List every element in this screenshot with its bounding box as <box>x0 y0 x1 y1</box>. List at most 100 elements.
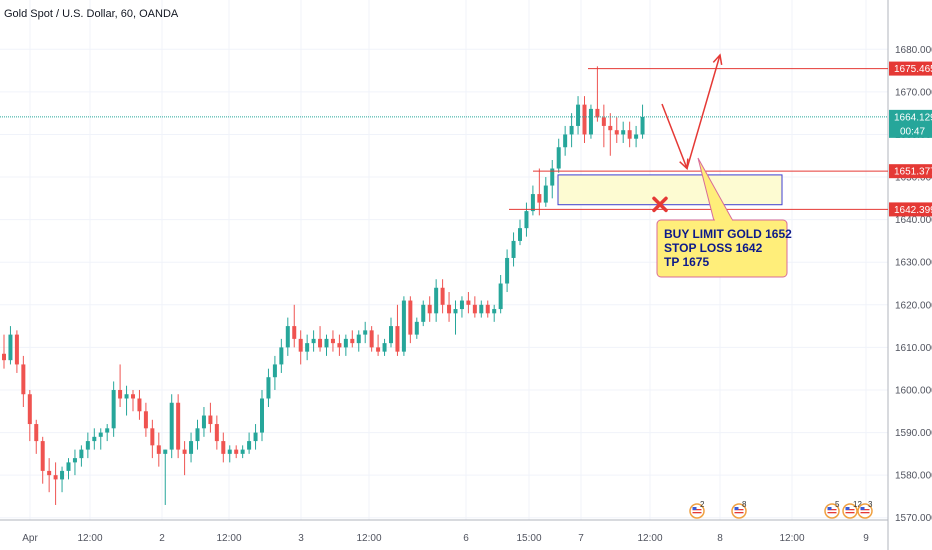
candle <box>498 274 503 314</box>
time-axis[interactable]: Apr 12:00 2 12:00 3 12:00 6 15:00 7 12:00 8 12:00 9 <box>22 533 869 544</box>
candle-body <box>627 130 632 139</box>
event-badge[interactable]: 8 <box>731 500 747 519</box>
candle-body <box>518 228 522 241</box>
price-tick-label: 1600.000 <box>895 385 932 396</box>
price-axis[interactable]: 1570.000 1580.000 1590.000 1600.000 1610.000… <box>889 45 932 524</box>
event-badge[interactable]: 12 <box>842 500 862 519</box>
stop-loss-x-marker <box>652 196 668 213</box>
candle-body <box>60 470 65 480</box>
candle-body <box>601 117 606 126</box>
candle-body <box>182 449 187 454</box>
candle <box>621 121 626 143</box>
candle <box>34 419 39 454</box>
candle <box>182 441 187 476</box>
candle <box>195 419 200 450</box>
candle-body <box>40 441 45 471</box>
candle <box>492 304 497 322</box>
event-badge[interactable]: 2 <box>689 500 705 519</box>
buy-zone-rect <box>557 174 783 206</box>
price-tick-label: 1580.000 <box>895 471 932 482</box>
buy-zone <box>557 174 783 206</box>
candle-body <box>98 432 103 437</box>
candle-body <box>2 353 6 361</box>
candle-body <box>247 441 252 450</box>
candle-body <box>492 309 497 314</box>
event-count: 8 <box>742 500 747 509</box>
candle <box>343 334 348 356</box>
candle-body <box>279 347 284 365</box>
candle-body <box>382 343 387 352</box>
callout-line: BUY LIMIT GOLD 1652 <box>664 227 792 241</box>
candle <box>601 104 606 148</box>
flag-stripe <box>827 509 837 511</box>
candle-body <box>131 394 135 399</box>
candle-body <box>389 326 393 344</box>
candle <box>588 104 593 139</box>
event-badge[interactable]: 5 <box>824 500 840 519</box>
candle-body <box>621 130 626 135</box>
candle-body <box>176 402 181 450</box>
candle <box>408 296 413 344</box>
flag-canton <box>827 507 832 510</box>
candle <box>440 279 445 314</box>
event-badges[interactable]: 2 8 5 12 3 <box>689 500 873 519</box>
candle <box>550 160 555 199</box>
candle <box>530 185 535 216</box>
candle <box>214 415 219 450</box>
candle <box>427 296 432 322</box>
candle <box>79 445 84 467</box>
candle-body <box>530 194 535 212</box>
candle-body <box>324 338 329 348</box>
event-badge[interactable]: 3 <box>857 500 873 519</box>
candle <box>72 449 77 476</box>
candle <box>479 300 484 318</box>
candle-body <box>201 415 206 429</box>
candle-body <box>66 462 71 471</box>
candle-body <box>472 304 477 314</box>
candle <box>272 355 277 390</box>
candle <box>376 334 381 356</box>
candle <box>640 104 645 139</box>
price-levels[interactable] <box>0 68 888 213</box>
candle <box>634 125 639 148</box>
event-count: 5 <box>835 500 840 509</box>
candle-body <box>14 334 19 365</box>
candle <box>201 407 206 437</box>
candle-body <box>485 304 490 314</box>
candles <box>2 66 645 505</box>
candle-body <box>34 424 39 442</box>
candle-body <box>221 441 226 454</box>
candle <box>163 449 168 505</box>
callout-line: STOP LOSS 1642 <box>664 241 763 255</box>
candle <box>369 326 374 352</box>
forecast-arrows <box>661 53 723 171</box>
candle <box>227 445 232 463</box>
candle <box>614 117 619 143</box>
candle <box>260 389 264 442</box>
candle-body <box>401 300 406 352</box>
down-arrow <box>661 103 688 169</box>
candle-body <box>260 398 264 433</box>
candle-body <box>421 304 426 322</box>
candle-body <box>595 108 600 118</box>
candle-body <box>466 300 471 305</box>
candle-body <box>563 134 568 148</box>
candle-body <box>356 334 361 344</box>
up-arrow-head <box>712 53 723 65</box>
candle <box>279 338 284 373</box>
candle-body <box>208 415 213 425</box>
candle <box>350 330 355 348</box>
candle-body <box>27 394 32 425</box>
candle <box>14 330 19 373</box>
flag-stripe <box>860 512 870 514</box>
candle <box>401 296 406 356</box>
candle-body <box>350 338 355 344</box>
candle <box>131 389 135 412</box>
candle-body <box>395 326 400 352</box>
time-tick-label: 12:00 <box>779 533 804 544</box>
candle <box>305 334 310 361</box>
level-price-tag <box>889 202 932 217</box>
candle <box>414 317 419 339</box>
level-price-tag <box>889 164 932 179</box>
